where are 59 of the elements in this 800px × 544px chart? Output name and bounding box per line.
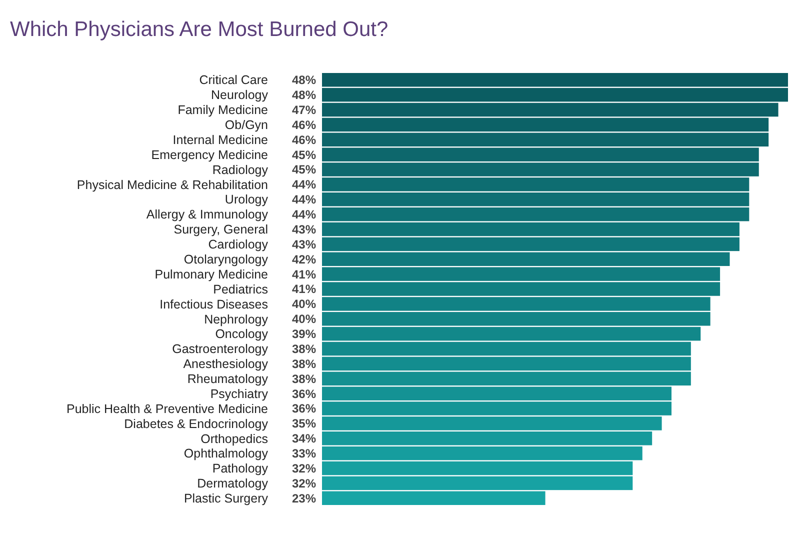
data-label: 43%	[292, 237, 316, 252]
data-label: 32%	[292, 476, 316, 490]
y-tick-label: Critical Care	[199, 73, 268, 88]
y-tick-label: Plastic Surgery	[184, 492, 269, 506]
data-label: 34%	[292, 432, 316, 446]
y-tick-label: Oncology	[215, 327, 269, 342]
data-label: 36%	[292, 402, 316, 416]
y-tick-label: Pathology	[212, 462, 269, 476]
data-label: 35%	[292, 416, 316, 431]
chart-title: Which Physicians Are Most Burned Out?	[10, 18, 388, 41]
data-label: 38%	[292, 356, 316, 371]
data-label: 40%	[292, 297, 316, 312]
y-tick-label: Allergy & Immunology	[146, 208, 269, 222]
y-tick-label: Pediatrics	[213, 282, 268, 296]
y-tick-label: Surgery, General	[174, 222, 268, 237]
data-label: 42%	[292, 252, 316, 266]
y-tick-label: Public Health & Preventive Medicine	[66, 402, 268, 416]
y-tick-label: Anesthesiology	[183, 357, 269, 372]
y-tick-label: Nephrology	[204, 312, 269, 326]
data-label: 46%	[292, 132, 316, 147]
y-tick-label: Urology	[224, 192, 269, 207]
data-label: 44%	[292, 192, 316, 207]
y-tick-label: Rheumatology	[187, 372, 269, 386]
y-tick-label: Physical Medicine & Rehabilitation	[76, 178, 268, 192]
data-label: 23%	[292, 491, 316, 506]
y-tick-label: Family Medicine	[178, 103, 268, 118]
y-tick-label: Psychiatry	[210, 386, 269, 401]
data-label: 38%	[292, 342, 316, 356]
data-label: 38%	[292, 372, 316, 386]
y-tick-label: Otolaryngology	[184, 252, 269, 266]
y-tick-label: Pulmonary Medicine	[154, 267, 268, 282]
y-tick-label: Gastroenterology	[172, 342, 269, 356]
y-tick-label: Infectious Diseases	[160, 297, 268, 312]
y-tick-label: Ob/Gyn	[224, 118, 268, 132]
data-label: 41%	[292, 267, 316, 282]
y-tick-label: Neurology	[211, 88, 269, 102]
y-tick-label: Orthopedics	[200, 432, 268, 446]
data-label: 41%	[292, 282, 316, 296]
data-label: 40%	[292, 312, 316, 326]
data-label: 45%	[292, 148, 316, 162]
data-label: 32%	[292, 461, 316, 476]
data-label: 46%	[292, 118, 316, 132]
y-tick-label: Radiology	[212, 162, 269, 177]
data-label: 44%	[292, 178, 316, 192]
y-tick-label: Ophthalmology	[184, 446, 269, 461]
y-tick-label: Dermatology	[197, 476, 269, 491]
data-label: 36%	[292, 386, 316, 401]
y-tick-label: Cardiology	[208, 238, 269, 252]
data-label: 48%	[292, 73, 316, 88]
data-label: 39%	[292, 327, 316, 342]
data-label: 47%	[292, 102, 316, 117]
data-label: 44%	[292, 208, 316, 222]
data-label: 33%	[292, 446, 316, 461]
data-label: 48%	[292, 88, 316, 102]
y-tick-label: Emergency Medicine	[151, 148, 268, 162]
y-tick-label: Diabetes & Endocrinology	[124, 416, 269, 431]
y-tick-label: Internal Medicine	[172, 132, 268, 147]
data-label: 43%	[292, 222, 316, 236]
data-label: 45%	[292, 162, 316, 177]
